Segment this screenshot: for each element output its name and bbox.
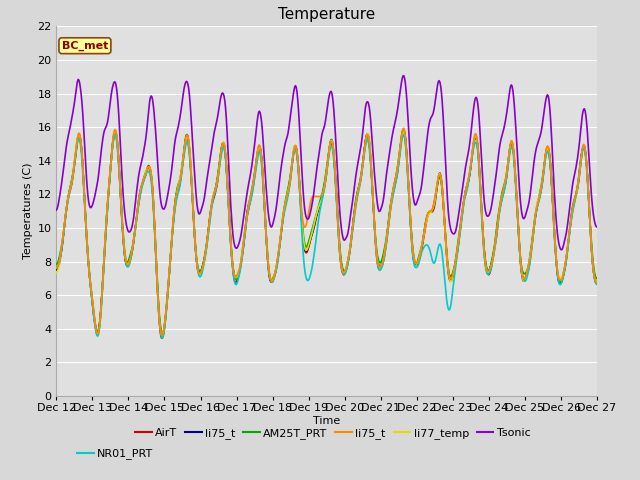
Title: Temperature: Temperature (278, 8, 375, 23)
Y-axis label: Temperatures (C): Temperatures (C) (23, 163, 33, 260)
Legend: AirT, li75_t, AM25T_PRT, li75_t, li77_temp, Tsonic: AirT, li75_t, AM25T_PRT, li75_t, li77_te… (131, 423, 535, 443)
Text: BC_met: BC_met (61, 41, 108, 51)
Legend: NR01_PRT: NR01_PRT (72, 444, 158, 464)
X-axis label: Time: Time (313, 416, 340, 426)
